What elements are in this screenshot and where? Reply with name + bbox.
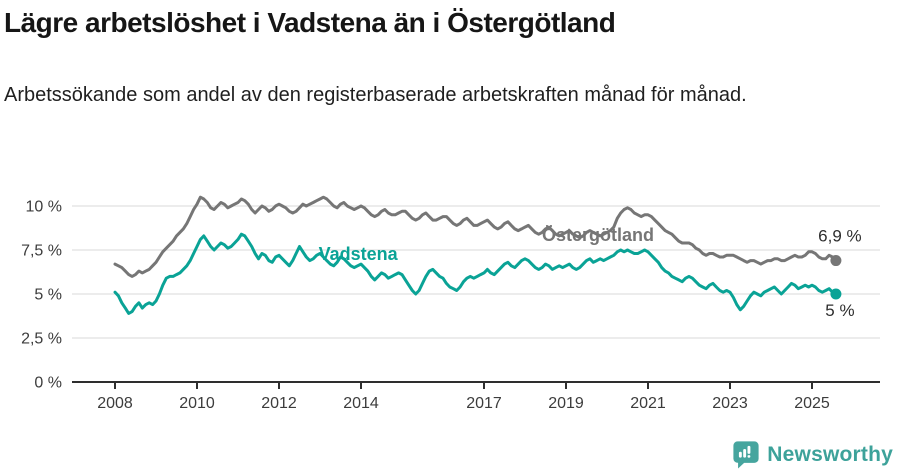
chart-title: Lägre arbetslöshet i Vadstena än i Öster… xyxy=(4,7,616,38)
y-tick-label: 5 % xyxy=(34,287,62,304)
y-tick-label: 10 % xyxy=(26,199,62,216)
x-tick-label: 2019 xyxy=(548,395,584,412)
series-line-vadstena xyxy=(113,232,838,315)
x-tick-label: 2017 xyxy=(466,395,502,412)
series-line-ostergotland xyxy=(113,195,838,278)
y-tick-label: 7,5 % xyxy=(21,243,62,260)
series-end-dot-ostergotland xyxy=(830,255,842,267)
x-tick-label: 2025 xyxy=(794,395,830,412)
series-name-label-vadstena: Vadstena xyxy=(319,244,399,264)
newsworthy-logo-icon xyxy=(733,441,759,469)
x-tick-label: 2021 xyxy=(630,395,666,412)
series-end-label-ostergotland: 6,9 % xyxy=(818,227,861,246)
series-end-dot-vadstena xyxy=(830,288,842,300)
x-tick-label: 2010 xyxy=(179,395,215,412)
newsworthy-brand[interactable]: Newsworthy xyxy=(732,440,893,469)
x-tick-label: 2014 xyxy=(343,395,379,412)
x-tick-label: 2023 xyxy=(712,395,748,412)
series-end-label-vadstena: 5 % xyxy=(825,301,854,320)
x-tick-label: 2012 xyxy=(261,395,297,412)
newsworthy-brand-text: Newsworthy xyxy=(767,442,893,466)
y-tick-label: 2,5 % xyxy=(21,331,62,348)
y-tick-label: 0 % xyxy=(34,375,62,392)
x-tick-label: 2008 xyxy=(97,395,133,412)
chart-subtitle: Arbetssökande som andel av den registerb… xyxy=(4,84,747,106)
series-name-label-ostergotland: Östergötland xyxy=(542,225,654,245)
